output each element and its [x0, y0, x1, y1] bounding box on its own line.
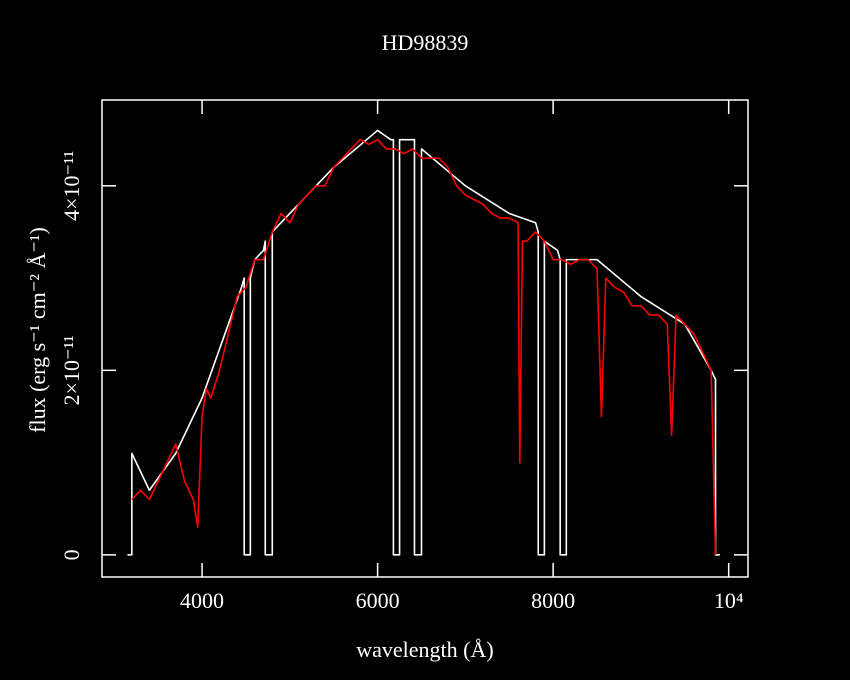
- x-axis-label: wavelength (Å): [356, 637, 493, 662]
- x-tick-label: 10⁴: [714, 588, 744, 613]
- y-tick-label: 2×10⁻¹¹: [59, 335, 84, 405]
- y-tick-label: 4×10⁻¹¹: [59, 151, 84, 221]
- spectrum-line: [131, 138, 717, 555]
- x-tick-label: 4000: [180, 588, 224, 613]
- y-axis-label: flux (erg s⁻¹ cm⁻² Å⁻¹): [25, 227, 50, 433]
- chart-title: HD98839: [382, 30, 469, 55]
- plot-frame: [101, 99, 749, 578]
- y-tick-label: 0: [59, 549, 84, 560]
- spectrum-line: [127, 129, 720, 556]
- x-tick-label: 6000: [356, 588, 400, 613]
- x-tick-label: 8000: [531, 588, 575, 613]
